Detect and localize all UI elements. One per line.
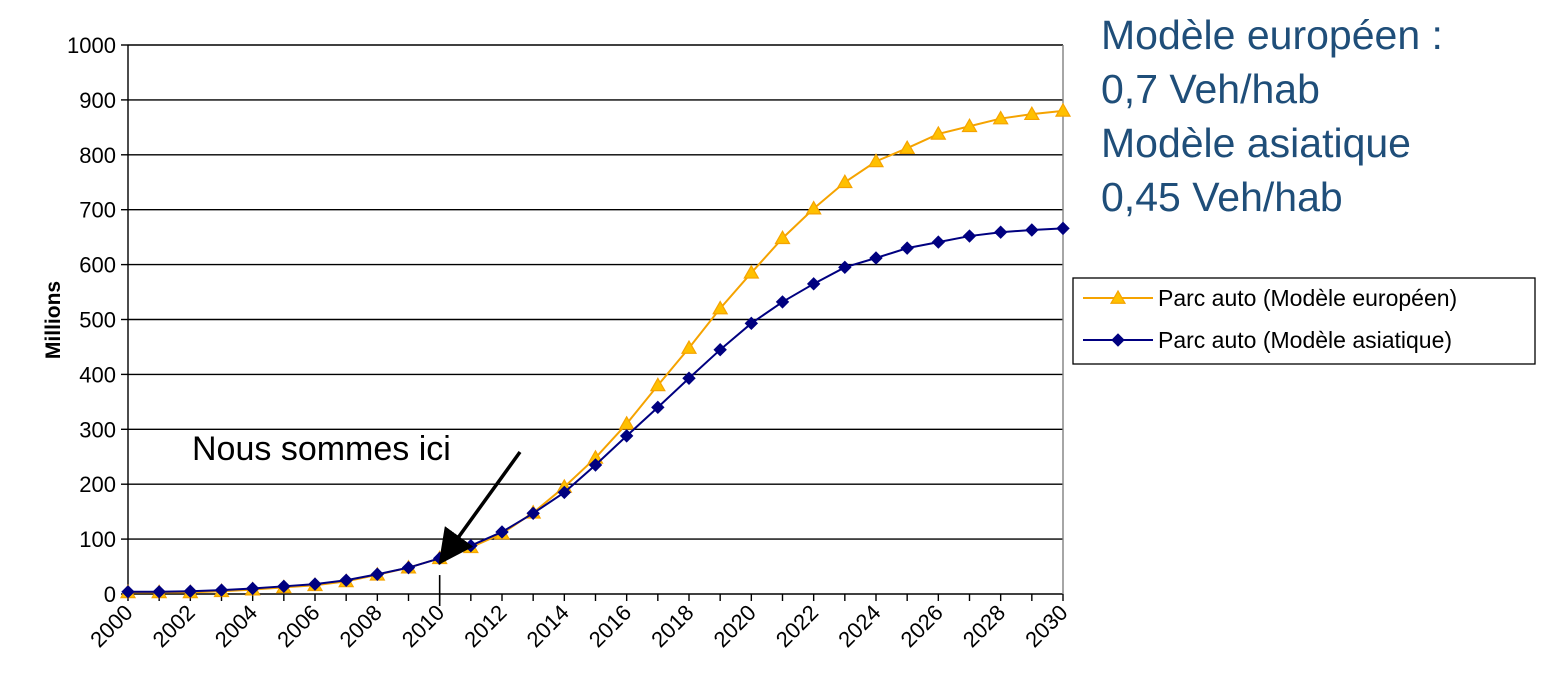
y-tick-label: 300 (79, 417, 116, 442)
data-point-diamond (308, 577, 322, 591)
data-point-diamond (682, 371, 696, 385)
annotation-text: Nous sommes ici (192, 430, 451, 468)
data-point-diamond (962, 229, 977, 243)
info-line-asian-value: 0,45 Veh/hab (1101, 174, 1343, 220)
data-point-diamond (1025, 223, 1039, 237)
info-line-european-title: Modèle européen : (1101, 12, 1443, 58)
y-axis-label: Millions (42, 281, 65, 359)
data-point-triangle (961, 118, 978, 133)
info-line-european-value: 0,7 Veh/hab (1101, 66, 1320, 112)
data-point-diamond (401, 560, 416, 575)
data-point-diamond (245, 581, 260, 596)
data-point-diamond (744, 316, 759, 331)
data-point-diamond (495, 525, 509, 539)
data-point-diamond (651, 400, 665, 415)
series-group (119, 102, 1072, 599)
y-tick-label: 600 (79, 253, 116, 278)
data-point-diamond (588, 458, 603, 472)
x-tick-label: 2030 (1020, 600, 1072, 652)
x-tick-label: 2002 (148, 600, 200, 652)
data-point-diamond (838, 260, 852, 275)
legend-box (1072, 277, 1536, 365)
legend-label: Parc auto (Modèle européen) (1158, 285, 1457, 311)
data-point-diamond (1111, 333, 1125, 347)
data-point-triangle (836, 174, 853, 189)
data-point-triangle (712, 300, 729, 315)
x-tick-label: 2000 (85, 600, 137, 652)
x-tick-label: 2012 (459, 600, 511, 652)
data-point-diamond (806, 277, 821, 291)
data-point-diamond (931, 235, 946, 249)
data-point-triangle (867, 153, 885, 168)
x-tick-label: 2016 (584, 600, 636, 652)
y-axis-ticks: 0 100 200 300 400 500 600 700 800 900 1000 (67, 33, 128, 607)
data-point-triangle (680, 339, 698, 354)
x-tick-label: 2020 (709, 600, 761, 652)
data-point-triangle (992, 110, 1009, 125)
annotation: Nous sommes ici (192, 430, 522, 606)
data-point-triangle (743, 264, 760, 279)
data-point-diamond (900, 241, 914, 255)
y-tick-label: 900 (79, 88, 116, 113)
data-point-diamond (526, 506, 540, 521)
x-tick-label: 2018 (646, 600, 698, 652)
legend-label: Parc auto (Modèle asiatique) (1158, 327, 1452, 353)
y-tick-label: 400 (79, 362, 116, 387)
data-point-triangle (618, 415, 635, 430)
gridlines (128, 44, 1063, 540)
x-tick-label: 2028 (958, 600, 1010, 652)
y-tick-label: 500 (79, 308, 116, 333)
x-tick-label: 2024 (833, 600, 885, 652)
data-point-diamond (993, 225, 1008, 239)
data-point-diamond (557, 485, 572, 500)
data-point-diamond (121, 585, 135, 599)
data-point-diamond (214, 583, 229, 597)
data-point-diamond (775, 295, 790, 309)
data-point-diamond (713, 342, 727, 357)
data-point-diamond (152, 585, 166, 599)
x-tick-label: 2006 (272, 600, 324, 652)
model-info-box: Modèle européen : 0,7 Veh/hab Modèle asi… (1101, 8, 1443, 224)
info-line-asian-title: Modèle asiatique (1101, 120, 1411, 166)
data-point-diamond (619, 429, 634, 443)
data-point-triangle (930, 125, 947, 140)
x-tick-label: 2004 (210, 600, 262, 652)
x-tick-label: 2010 (397, 600, 449, 652)
y-tick-label: 0 (104, 582, 116, 607)
legend-item: Parc auto (Modèle européen) (1083, 285, 1457, 311)
data-point-triangle (774, 230, 791, 245)
annotation-arrow (438, 450, 522, 565)
data-point-diamond (183, 584, 198, 598)
data-point-triangle (899, 140, 916, 155)
y-tick-label: 800 (79, 143, 116, 168)
x-tick-label: 2022 (771, 600, 823, 652)
legend: Parc auto (Modèle européen) Parc auto (Mo… (1072, 277, 1536, 365)
data-point-diamond (869, 251, 883, 265)
y-tick-label: 200 (79, 472, 116, 497)
data-point-diamond (339, 573, 353, 587)
series-asian (121, 221, 1070, 599)
data-point-diamond (277, 579, 291, 594)
data-point-triangle (1109, 289, 1127, 304)
x-tick-label: 2026 (896, 600, 948, 652)
x-axis-ticks: 2000 2002 2004 2006 2008 2010 2012 2014 2016 2018… (85, 594, 1073, 652)
data-point-diamond (370, 567, 385, 581)
y-tick-label: 1000 (67, 33, 116, 58)
data-point-triangle (649, 377, 666, 392)
y-tick-label: 100 (79, 527, 116, 552)
x-tick-label: 2014 (522, 600, 574, 652)
data-point-diamond (1056, 221, 1070, 236)
legend-item: Parc auto (Modèle asiatique) (1083, 327, 1452, 353)
data-point-triangle (1054, 102, 1072, 117)
y-tick-label: 700 (79, 198, 116, 223)
data-point-triangle (1023, 105, 1040, 121)
data-point-triangle (805, 200, 822, 215)
x-tick-label: 2008 (335, 600, 387, 652)
